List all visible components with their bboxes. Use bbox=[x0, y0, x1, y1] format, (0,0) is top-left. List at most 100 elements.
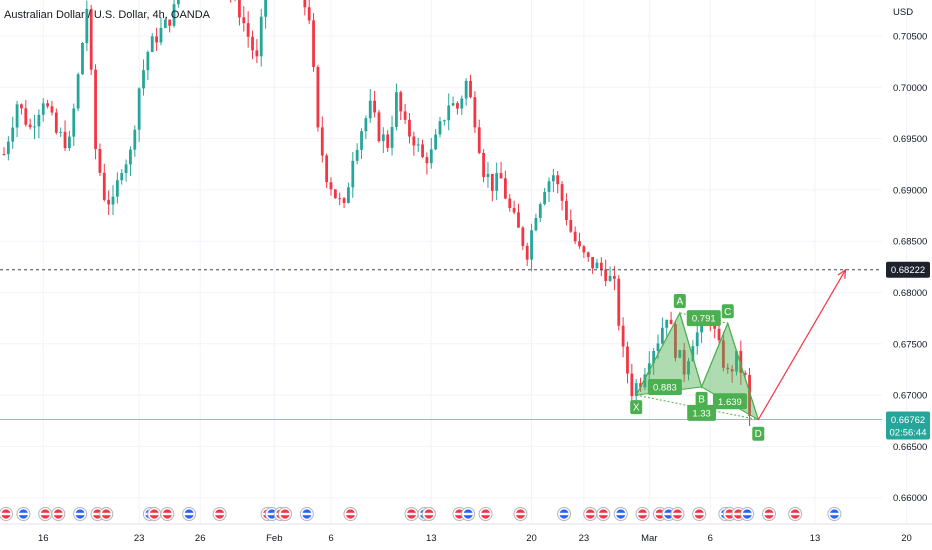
projection-arrow[interactable] bbox=[757, 269, 846, 421]
projection-arrowhead bbox=[837, 268, 847, 279]
candle-body bbox=[425, 157, 429, 164]
event-marker[interactable] bbox=[461, 507, 476, 521]
event-marker[interactable] bbox=[147, 507, 162, 521]
candle-body bbox=[582, 246, 586, 253]
event-marker[interactable] bbox=[762, 507, 776, 521]
event-marker[interactable] bbox=[343, 507, 358, 521]
price-axis[interactable]: 0.70500 0.70000 0.69500 0.69000 0.68500 0.680… bbox=[886, 32, 930, 505]
time-axis[interactable]: 16 23 26 Feb 6 13 20 23 Mar 6 13 20 bbox=[38, 533, 912, 544]
candle-body bbox=[137, 88, 141, 130]
candle-body bbox=[242, 17, 246, 24]
grid bbox=[0, 0, 908, 524]
event-marker[interactable] bbox=[596, 507, 611, 521]
candle-body bbox=[408, 119, 411, 137]
candle-body bbox=[373, 100, 376, 113]
event-marker[interactable] bbox=[557, 507, 572, 521]
candle-body bbox=[726, 367, 730, 370]
candle-body bbox=[177, 0, 180, 5]
candle-body bbox=[416, 144, 420, 146]
candle-body bbox=[560, 184, 564, 201]
event-marker[interactable] bbox=[692, 507, 707, 521]
flag-icon-stripe bbox=[267, 512, 277, 516]
candle-body bbox=[504, 178, 507, 199]
price-tick-label: 0.69500 bbox=[893, 134, 927, 145]
candle-body bbox=[76, 74, 80, 109]
event-marker[interactable] bbox=[182, 507, 197, 521]
candle-body bbox=[81, 43, 84, 75]
event-marker[interactable] bbox=[513, 507, 528, 521]
event-marker[interactable] bbox=[160, 507, 175, 521]
price-tick-label: 0.66000 bbox=[893, 493, 927, 504]
candle-body bbox=[390, 126, 394, 148]
event-marker[interactable] bbox=[670, 507, 685, 521]
candle-body bbox=[107, 199, 111, 205]
event-marker[interactable] bbox=[404, 507, 419, 521]
candle-body bbox=[150, 36, 154, 52]
flag-icon-stripe bbox=[424, 512, 434, 516]
flag-icon-stripe bbox=[694, 512, 704, 516]
event-marker[interactable] bbox=[99, 507, 114, 521]
event-marker[interactable] bbox=[740, 507, 755, 521]
candle-body bbox=[669, 319, 673, 325]
flag-icon-stripe bbox=[302, 512, 312, 516]
candle-body bbox=[41, 103, 45, 115]
flag-icon-stripe bbox=[672, 512, 683, 516]
flag-icon-stripe bbox=[725, 512, 735, 516]
flag-icon-stripe bbox=[101, 512, 111, 516]
event-marker[interactable] bbox=[51, 507, 66, 521]
flag-icon-stripe bbox=[184, 512, 194, 516]
event-marker[interactable] bbox=[478, 507, 493, 521]
candle-body bbox=[399, 92, 403, 112]
event-marker[interactable] bbox=[38, 507, 53, 521]
event-marker[interactable] bbox=[278, 507, 293, 521]
event-marker[interactable] bbox=[299, 507, 314, 521]
candle-body bbox=[403, 111, 407, 120]
time-tick-label: Feb bbox=[266, 533, 282, 544]
event-marker[interactable] bbox=[212, 507, 227, 521]
flag-icon-stripe bbox=[616, 512, 626, 516]
last-price-badge[interactable] bbox=[886, 411, 930, 440]
price-tick-label: 0.67500 bbox=[893, 339, 927, 350]
pattern-point-badge bbox=[752, 426, 765, 441]
event-marker[interactable] bbox=[583, 507, 598, 521]
candle-body bbox=[517, 212, 520, 228]
event-marker[interactable] bbox=[0, 507, 13, 521]
flag-icon-stripe bbox=[92, 512, 103, 516]
candle-body bbox=[351, 160, 355, 188]
pattern-ratio-badge bbox=[686, 310, 721, 327]
event-marker[interactable] bbox=[421, 507, 436, 521]
event-marker[interactable] bbox=[788, 507, 803, 521]
event-marker[interactable] bbox=[16, 507, 31, 521]
candle-body bbox=[569, 220, 573, 232]
flag-icon-stripe bbox=[742, 512, 752, 516]
flag-icon-stripe bbox=[637, 512, 648, 516]
candle-body bbox=[46, 103, 49, 107]
flag-icon-stripe bbox=[75, 512, 85, 516]
candle-body bbox=[442, 120, 446, 122]
event-markers[interactable] bbox=[0, 507, 842, 521]
candles bbox=[2, 0, 751, 426]
candle-body bbox=[37, 114, 41, 127]
time-tick-label: 16 bbox=[38, 533, 49, 544]
event-marker[interactable] bbox=[73, 507, 88, 521]
candle-body bbox=[713, 324, 717, 329]
candle-body bbox=[368, 100, 372, 119]
chart-title: Australian Dollar / U.S. Dollar, 4h, OAN… bbox=[4, 9, 211, 21]
candle-body bbox=[246, 23, 250, 37]
event-marker[interactable] bbox=[635, 507, 650, 521]
event-marker[interactable] bbox=[613, 507, 628, 521]
time-tick-label: 20 bbox=[526, 533, 537, 544]
flag-icon-stripe bbox=[463, 512, 473, 516]
candle-body bbox=[316, 66, 320, 128]
candle-body bbox=[473, 97, 477, 128]
pattern-ratio-label: 0.883 bbox=[653, 382, 677, 393]
level-price-badge[interactable] bbox=[886, 261, 930, 278]
harmonic-pattern[interactable]: X A B C D 0.883 0.791 1.33 1.639 bbox=[630, 294, 765, 441]
event-marker[interactable] bbox=[827, 507, 842, 521]
flag-icon-stripe bbox=[515, 512, 526, 516]
candle-body bbox=[146, 51, 150, 71]
pattern-point-d: D bbox=[755, 429, 762, 440]
candle-body bbox=[111, 196, 115, 205]
candle-body bbox=[490, 173, 494, 191]
